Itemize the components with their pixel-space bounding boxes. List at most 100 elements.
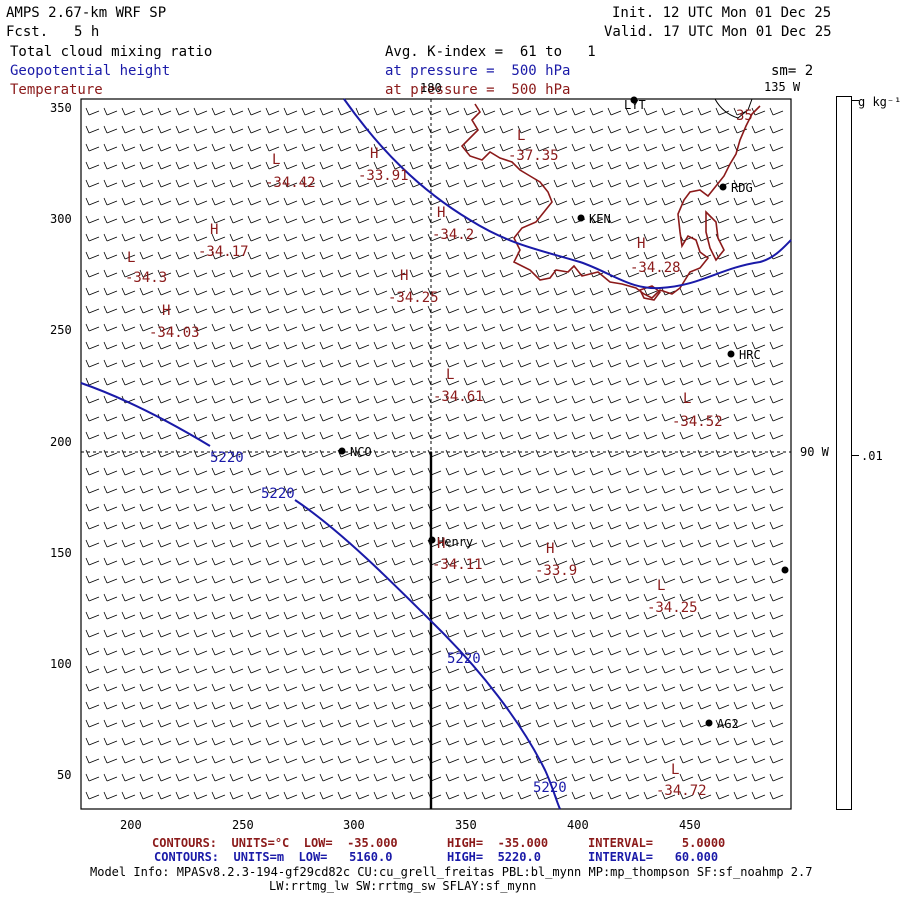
wind-barb bbox=[499, 341, 514, 350]
wind-barb bbox=[679, 359, 694, 368]
wind-barb bbox=[391, 791, 406, 800]
wind-barb bbox=[355, 629, 370, 638]
wind-barb bbox=[319, 197, 334, 206]
wind-barb bbox=[517, 215, 532, 224]
wind-barb bbox=[193, 755, 208, 764]
wind-barb bbox=[337, 647, 352, 656]
wind-barb bbox=[571, 773, 586, 782]
wind-barb bbox=[355, 377, 370, 386]
wind-barb bbox=[391, 233, 406, 242]
init-time: Init. 12 UTC Mon 01 Dec 25 bbox=[612, 5, 832, 21]
wind-barb bbox=[373, 359, 388, 368]
wind-barb bbox=[337, 305, 352, 314]
wind-barb bbox=[175, 287, 190, 296]
wind-barb bbox=[229, 467, 244, 476]
wind-barb bbox=[229, 683, 244, 692]
wind-barb bbox=[679, 719, 694, 728]
wind-barb bbox=[661, 503, 676, 512]
wind-barb bbox=[679, 467, 694, 476]
wind-barb bbox=[103, 755, 118, 764]
wind-barb bbox=[175, 665, 190, 674]
wind-barb bbox=[625, 503, 640, 512]
wind-barb bbox=[121, 737, 136, 746]
wind-barb bbox=[85, 611, 100, 620]
wind-barb bbox=[247, 521, 262, 530]
y-tick-label: 300 bbox=[50, 212, 72, 226]
station-label-henry: Henry bbox=[437, 535, 474, 549]
wind-barb bbox=[589, 557, 604, 566]
wind-barb bbox=[751, 503, 766, 512]
wind-barb bbox=[103, 593, 118, 602]
wind-barb bbox=[409, 215, 424, 224]
wind-barb bbox=[373, 665, 388, 674]
wind-barb bbox=[211, 161, 226, 170]
wind-barb bbox=[229, 359, 244, 368]
wind-barb bbox=[697, 125, 712, 134]
wind-barb bbox=[427, 305, 442, 314]
wind-barb bbox=[517, 395, 532, 404]
wind-barb bbox=[265, 125, 280, 134]
wind-barb bbox=[175, 503, 190, 512]
wind-barb bbox=[499, 719, 514, 728]
wind-barb bbox=[319, 449, 334, 458]
wind-barb bbox=[661, 125, 676, 134]
wind-barb bbox=[373, 701, 388, 710]
wind-barb bbox=[247, 341, 262, 350]
wind-barb bbox=[463, 341, 478, 350]
wind-barb bbox=[643, 665, 658, 674]
valid-time: Valid. 17 UTC Mon 01 Dec 25 bbox=[604, 24, 832, 40]
wind-barb bbox=[247, 269, 262, 278]
wind-barb bbox=[751, 593, 766, 602]
wind-barb bbox=[121, 503, 136, 512]
wind-barb bbox=[517, 629, 532, 638]
wind-barb bbox=[769, 701, 784, 710]
wind-barb bbox=[355, 557, 370, 566]
wind-barb bbox=[337, 737, 352, 746]
wind-barb bbox=[769, 431, 784, 440]
wind-barb bbox=[535, 503, 550, 512]
wind-barb bbox=[571, 719, 586, 728]
wind-barb bbox=[427, 143, 442, 152]
wind-barb bbox=[409, 683, 424, 692]
wind-barb bbox=[517, 773, 532, 782]
wind-barb bbox=[121, 125, 136, 134]
wind-barb bbox=[715, 377, 730, 386]
wind-barb bbox=[517, 449, 532, 458]
wind-barb bbox=[769, 629, 784, 638]
wind-barb bbox=[499, 413, 514, 422]
wind-barb bbox=[535, 359, 550, 368]
wind-barb bbox=[679, 215, 694, 224]
wind-barb bbox=[463, 251, 478, 260]
wind-barb bbox=[193, 449, 208, 458]
wind-barb bbox=[553, 701, 568, 710]
wind-barb bbox=[643, 251, 658, 260]
wind-barb bbox=[247, 323, 262, 332]
wind-barb bbox=[121, 539, 136, 548]
wind-barb bbox=[607, 557, 622, 566]
wind-barb bbox=[553, 251, 568, 260]
wind-barb bbox=[445, 179, 460, 188]
wind-barb bbox=[481, 593, 496, 602]
wind-barb bbox=[535, 593, 550, 602]
wind-barb bbox=[157, 737, 172, 746]
wind-barb bbox=[373, 377, 388, 386]
wind-barb bbox=[517, 341, 532, 350]
wind-barb bbox=[337, 107, 352, 116]
wind-barb bbox=[391, 449, 406, 458]
wind-barb bbox=[733, 269, 748, 278]
wind-barb bbox=[733, 629, 748, 638]
wind-barb bbox=[193, 665, 208, 674]
wind-barb bbox=[211, 683, 226, 692]
wind-barb bbox=[355, 305, 370, 314]
wind-barb bbox=[643, 143, 658, 152]
wind-barb bbox=[481, 377, 496, 386]
lon-label-90w: 90 W bbox=[800, 445, 829, 459]
wind-barb bbox=[571, 665, 586, 674]
wind-barb bbox=[733, 431, 748, 440]
wind-barb bbox=[553, 719, 568, 728]
wind-barb bbox=[211, 431, 226, 440]
wind-barb bbox=[157, 413, 172, 422]
wind-barb bbox=[283, 503, 298, 512]
lon-label-180: 180 bbox=[420, 81, 442, 95]
